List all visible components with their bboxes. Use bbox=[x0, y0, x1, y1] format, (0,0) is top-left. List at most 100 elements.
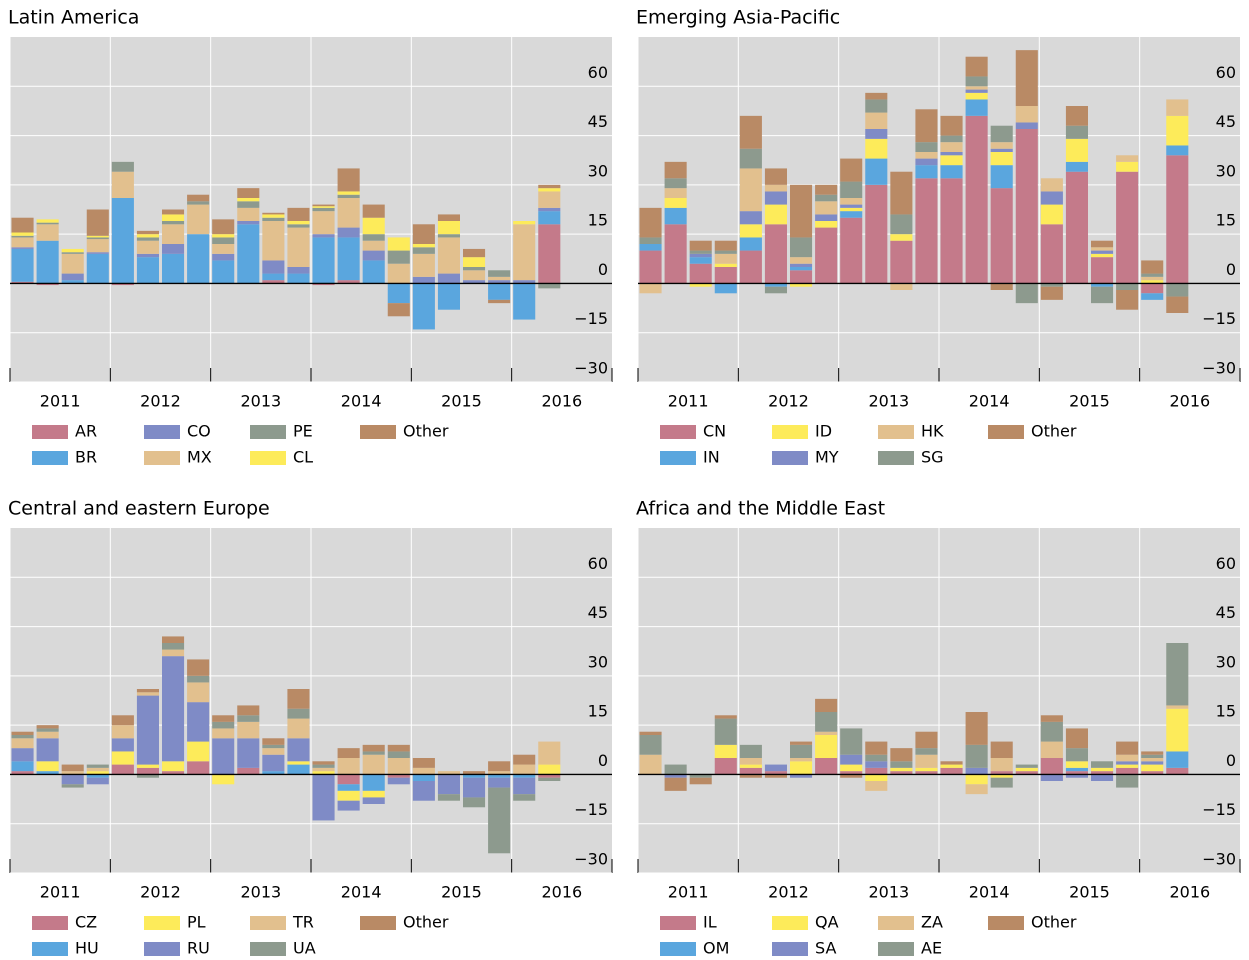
bar-segment bbox=[815, 227, 838, 284]
bar-segment bbox=[437, 774, 460, 795]
legend-label: PL bbox=[187, 913, 206, 932]
legend-label: HU bbox=[75, 939, 99, 958]
bar-segment bbox=[538, 184, 561, 189]
bar-segment bbox=[488, 280, 511, 284]
bar-segment bbox=[513, 777, 536, 795]
x-tick-label: 2013 bbox=[240, 883, 281, 902]
bar-segment bbox=[815, 712, 838, 732]
bar-segment bbox=[1116, 171, 1139, 284]
x-tick-label: 2016 bbox=[1169, 392, 1210, 411]
bar-segment bbox=[890, 761, 913, 768]
bar-segment bbox=[36, 240, 59, 284]
bar-segment bbox=[915, 754, 938, 768]
legend-label: BR bbox=[75, 448, 97, 467]
bar-segment bbox=[790, 744, 813, 758]
bar-segment bbox=[387, 263, 410, 284]
bar-segment bbox=[312, 767, 335, 772]
bar-segment bbox=[387, 774, 410, 778]
bar-segment bbox=[639, 283, 662, 294]
bar-segment bbox=[86, 239, 109, 253]
bar-segment bbox=[890, 767, 913, 772]
bar-segment bbox=[1040, 758, 1063, 775]
bar-segment bbox=[488, 299, 511, 304]
bar-segment bbox=[714, 718, 737, 745]
bar-segment bbox=[337, 784, 360, 791]
bar-segment bbox=[1040, 721, 1063, 742]
bar-segment bbox=[915, 178, 938, 284]
bar-segment bbox=[287, 273, 310, 284]
bar-segment bbox=[764, 771, 787, 775]
bar-segment bbox=[287, 227, 310, 267]
legend-swatch bbox=[988, 916, 1024, 930]
legend-swatch bbox=[32, 451, 68, 465]
bar-segment bbox=[990, 774, 1013, 778]
legend-swatch bbox=[772, 942, 808, 956]
bar-segment bbox=[990, 148, 1013, 152]
bar-segment bbox=[689, 263, 712, 284]
bar-segment bbox=[387, 777, 410, 785]
bar-segment bbox=[362, 240, 385, 251]
bar-segment bbox=[940, 761, 963, 765]
y-tick-label: 0 bbox=[598, 751, 608, 770]
bar-segment bbox=[990, 741, 1013, 758]
bar-segment bbox=[1141, 293, 1164, 300]
bar-segment bbox=[664, 764, 687, 775]
bar-segment bbox=[463, 777, 486, 798]
bar-segment bbox=[815, 735, 838, 758]
x-tick-label: 2013 bbox=[868, 392, 909, 411]
bar-segment bbox=[840, 211, 863, 218]
bar-segment bbox=[664, 777, 687, 791]
bar-segment bbox=[488, 771, 511, 775]
legend-swatch bbox=[144, 425, 180, 439]
bar-segment bbox=[1141, 276, 1164, 281]
bar-segment bbox=[162, 253, 185, 284]
x-tick-label: 2011 bbox=[40, 392, 81, 411]
bar-segment bbox=[1015, 283, 1038, 304]
bar-segment bbox=[287, 689, 310, 709]
bar-segment bbox=[965, 92, 988, 100]
bar-segment bbox=[714, 758, 737, 775]
bar-segment bbox=[337, 237, 360, 281]
legend-label: OM bbox=[703, 939, 729, 958]
x-tick-label: 2015 bbox=[1069, 392, 1110, 411]
bar-segment bbox=[865, 754, 888, 762]
legend-swatch bbox=[772, 451, 808, 465]
bar-segment bbox=[639, 731, 662, 735]
x-tick-label: 2011 bbox=[40, 883, 81, 902]
bar-segment bbox=[965, 774, 988, 785]
bar-segment bbox=[387, 303, 410, 317]
bar-segment bbox=[1166, 155, 1189, 284]
bar-segment bbox=[865, 138, 888, 159]
bar-segment bbox=[689, 257, 712, 264]
bar-segment bbox=[11, 735, 34, 739]
bar-segment bbox=[990, 188, 1013, 284]
bar-segment bbox=[36, 222, 59, 225]
bar-segment bbox=[915, 158, 938, 166]
bar-segment bbox=[940, 178, 963, 284]
x-tick-label: 2014 bbox=[969, 883, 1010, 902]
bar-segment bbox=[538, 777, 561, 781]
legend-label: MY bbox=[815, 448, 839, 467]
bar-segment bbox=[790, 237, 813, 258]
bar-segment bbox=[287, 207, 310, 221]
bar-segment bbox=[287, 221, 310, 225]
y-tick-label: 15 bbox=[588, 702, 608, 721]
bar-segment bbox=[1166, 145, 1189, 156]
bar-segment bbox=[111, 283, 134, 286]
bar-segment bbox=[513, 774, 536, 778]
bar-segment bbox=[739, 767, 762, 775]
bar-segment bbox=[915, 771, 938, 775]
bar-segment bbox=[287, 708, 310, 719]
bar-segment bbox=[890, 214, 913, 235]
bar-segment bbox=[36, 283, 59, 286]
bar-segment bbox=[990, 152, 1013, 166]
bar-segment bbox=[488, 761, 511, 772]
bar-segment bbox=[337, 168, 360, 192]
bar-segment bbox=[639, 244, 662, 251]
x-tick-label: 2015 bbox=[1069, 883, 1110, 902]
bar-segment bbox=[1065, 771, 1088, 775]
bar-segment bbox=[337, 790, 360, 801]
bar-segment bbox=[212, 219, 235, 235]
bar-segment bbox=[212, 715, 235, 722]
